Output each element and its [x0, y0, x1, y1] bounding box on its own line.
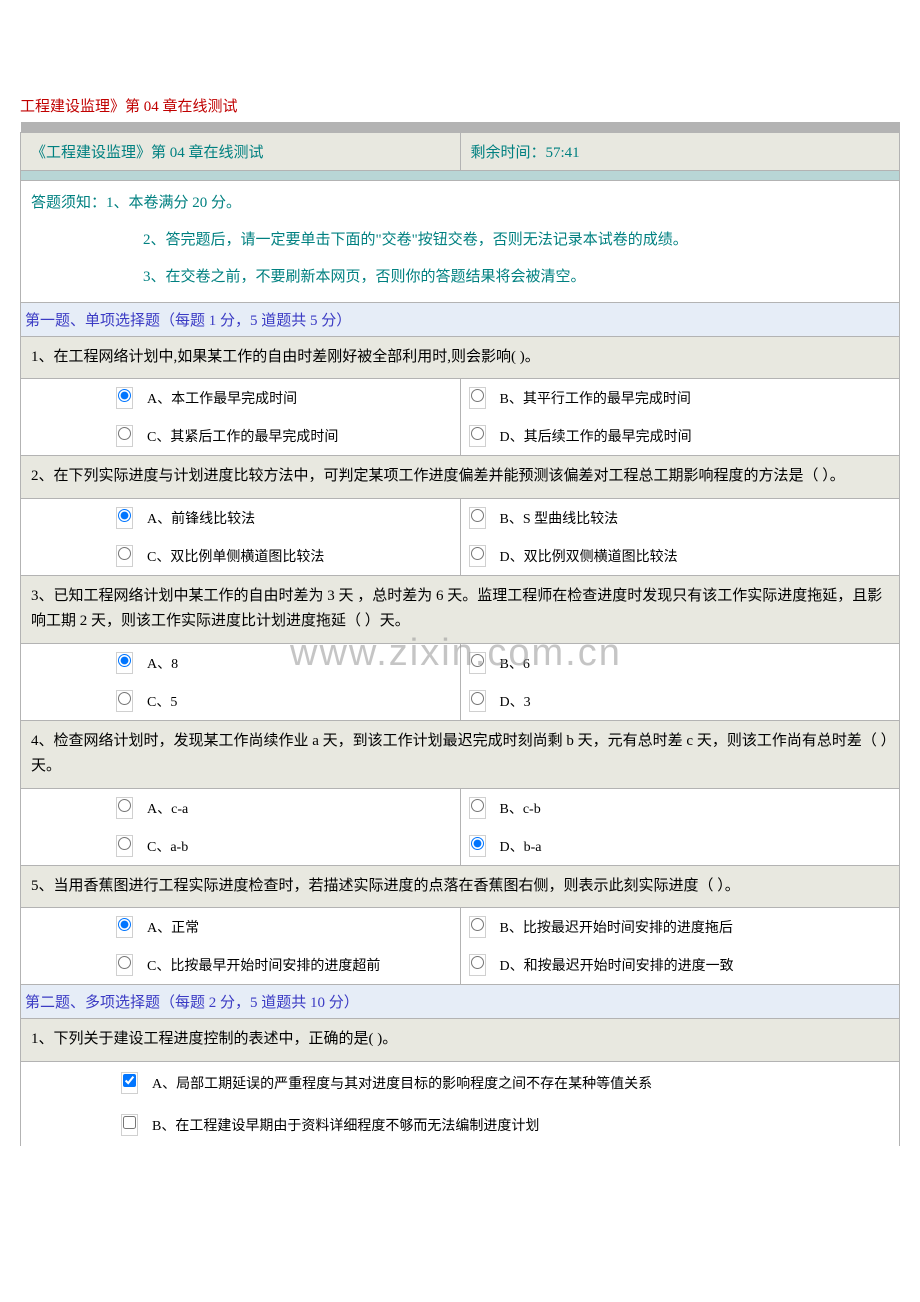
q2-radio-b[interactable]: [471, 509, 484, 522]
q2-label-d: D、双比例双侧横道图比较法: [500, 550, 678, 565]
q1-text: 1、在工程网络计划中,如果某工作的自由时差刚好被全部利用时,则会影响( )。: [21, 336, 900, 379]
q4-radio-b[interactable]: [471, 799, 484, 812]
q2-label-c: C、双比例单侧横道图比较法: [147, 550, 324, 565]
q3-radio-c[interactable]: [118, 692, 131, 705]
s2q1-check-b[interactable]: [123, 1116, 136, 1129]
q5-text: 5、当用香蕉图进行工程实际进度检查时，若描述实际进度的点落在香蕉图右侧，则表示此…: [21, 865, 900, 908]
q1-radio-b[interactable]: [471, 389, 484, 402]
q3-radio-d[interactable]: [471, 692, 484, 705]
q5-radio-d[interactable]: [471, 956, 484, 969]
section1-header-row: 第一题、单项选择题（每题 1 分，5 道题共 5 分）: [21, 302, 900, 336]
q3-label-c: C、5: [147, 695, 177, 710]
s2q1-label-a: A、局部工期延误的严重程度与其对进度目标的影响程度之间不存在某种等值关系: [152, 1077, 652, 1092]
header-title: 《工程建设监理》第 04 章在线测试: [21, 132, 461, 170]
q3-radio-a[interactable]: [118, 654, 131, 667]
q2-label-b: B、S 型曲线比较法: [500, 512, 619, 527]
q1-label-d: D、其后续工作的最早完成时间: [500, 430, 692, 445]
q2-radio-d[interactable]: [471, 547, 484, 560]
q1-label-a: A、本工作最早完成时间: [147, 392, 297, 407]
q3-radio-b[interactable]: [471, 654, 484, 667]
instruction-2: 2、答完题后，请一定要单击下面的"交卷"按钮交卷，否则无法记录本试卷的成绩。: [143, 228, 889, 249]
q3-label-a: A、8: [147, 657, 178, 672]
q5-label-c: C、比按最早开始时间安排的进度超前: [147, 959, 380, 974]
q4-label-a: A、c-a: [147, 802, 188, 817]
q3-text: 3、已知工程网络计划中某工作的自由时差为 3 天 ，总时差为 6 天。监理工程师…: [21, 575, 900, 643]
section2-header-row: 第二题、多项选择题（每题 2 分，5 道题共 10 分）: [21, 985, 900, 1019]
q5-label-d: D、和按最迟开始时间安排的进度一致: [500, 959, 734, 974]
q5-label-b: B、比按最迟开始时间安排的进度拖后: [500, 921, 733, 936]
s2q1-label-b: B、在工程建设早期由于资料详细程度不够而无法编制进度计划: [152, 1119, 539, 1134]
q1-radio-d[interactable]: [471, 427, 484, 440]
q4-radio-d[interactable]: [471, 837, 484, 850]
q4-radio-c[interactable]: [118, 837, 131, 850]
q2-text: 2、在下列实际进度与计划进度比较方法中，可判定某项工作进度偏差并能预测该偏差对工…: [21, 456, 900, 499]
q3-label-b: B、6: [500, 657, 530, 672]
page-title: 工程建设监理》第 04 章在线测试: [20, 95, 900, 116]
q2-radio-a[interactable]: [118, 509, 131, 522]
q2-radio-c[interactable]: [118, 547, 131, 560]
q1-label-c: C、其紧后工作的最早完成时间: [147, 430, 338, 445]
q5-radio-b[interactable]: [471, 918, 484, 931]
s2q1-check-a[interactable]: [123, 1074, 136, 1087]
instruction-3: 3、在交卷之前，不要刷新本网页，否则你的答题结果将会被清空。: [143, 265, 889, 286]
q4-label-b: B、c-b: [500, 802, 541, 817]
q4-label-c: C、a-b: [147, 840, 188, 855]
section1-header: 第一题、单项选择题（每题 1 分，5 道题共 5 分）: [21, 302, 900, 336]
q2-label-a: A、前锋线比较法: [147, 512, 255, 527]
q5-radio-a[interactable]: [118, 918, 131, 931]
remaining-time: 剩余时间：57:41: [460, 132, 900, 170]
quiz-table: 《工程建设监理》第 04 章在线测试 剩余时间：57:41 答题须知：1、本卷满…: [20, 122, 900, 1146]
q1-radio-c[interactable]: [118, 427, 131, 440]
header-row: 《工程建设监理》第 04 章在线测试 剩余时间：57:41: [21, 132, 900, 170]
instructions-row: 答题须知：1、本卷满分 20 分。 2、答完题后，请一定要单击下面的"交卷"按钮…: [21, 180, 900, 302]
q5-radio-c[interactable]: [118, 956, 131, 969]
q4-label-d: D、b-a: [500, 840, 542, 855]
q3-label-d: D、3: [500, 695, 531, 710]
q4-radio-a[interactable]: [118, 799, 131, 812]
q1-label-b: B、其平行工作的最早完成时间: [500, 392, 691, 407]
q5-label-a: A、正常: [147, 921, 199, 936]
instruction-1: 答题须知：1、本卷满分 20 分。: [31, 191, 889, 212]
s2q1-text: 1、下列关于建设工程进度控制的表述中，正确的是( )。: [21, 1019, 900, 1062]
section2-header: 第二题、多项选择题（每题 2 分，5 道题共 10 分）: [21, 985, 900, 1019]
q1-radio-a[interactable]: [118, 389, 131, 402]
q4-text: 4、检查网络计划时，发现某工作尚续作业 a 天，到该工作计划最迟完成时刻尚剩 b…: [21, 720, 900, 788]
